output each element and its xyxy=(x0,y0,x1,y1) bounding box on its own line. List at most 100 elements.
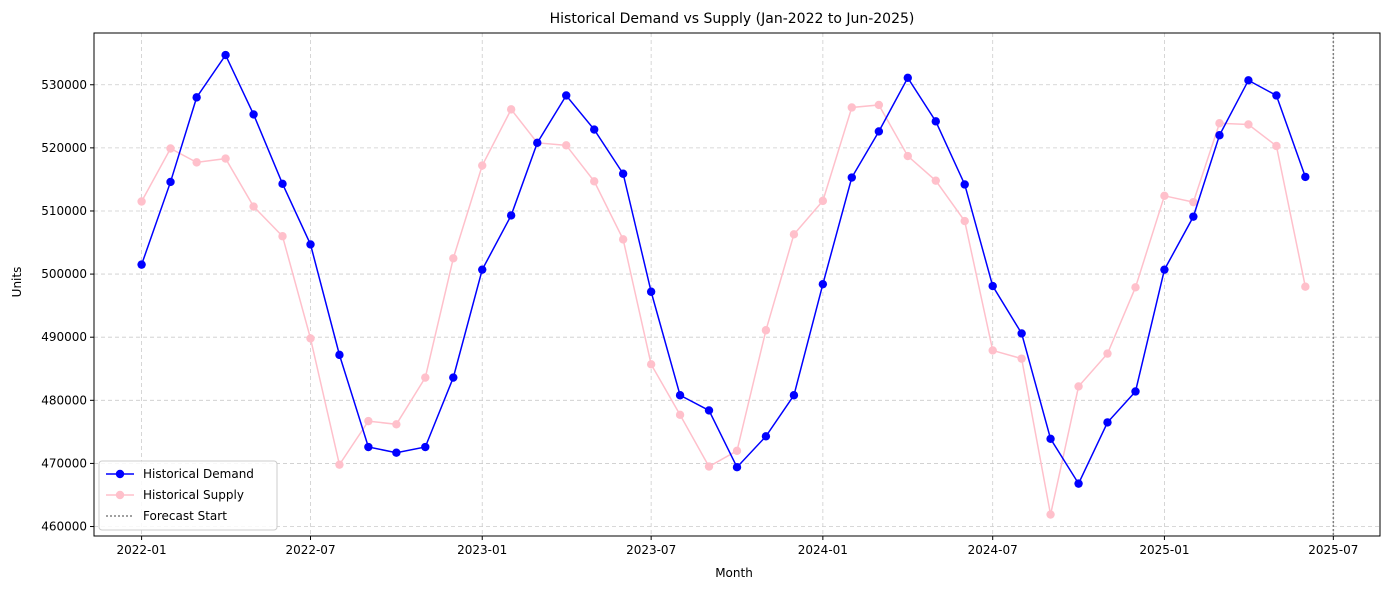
historical-supply-point xyxy=(166,144,175,153)
historical-demand-point xyxy=(166,177,175,187)
historical-supply-point xyxy=(960,216,969,226)
historical-supply-point xyxy=(506,105,516,114)
historical-demand-point xyxy=(335,350,344,360)
x-tick-label-5: 2024-07 xyxy=(968,543,1018,557)
y-axis: 460000 470000 480000 490000 500000 510000 5200… xyxy=(41,78,94,534)
historical-supply-point xyxy=(1046,510,1055,519)
historical-demand-point xyxy=(874,127,884,136)
historical-supply-point xyxy=(278,232,287,241)
chart-title: Historical Demand vs Supply (Jan-2022 to… xyxy=(550,11,915,27)
historical-supply-point xyxy=(1215,119,1224,128)
historical-supply-point xyxy=(192,158,201,167)
historical-demand-point xyxy=(1017,329,1026,338)
historical-supply-point xyxy=(1017,354,1026,363)
historical-demand-point xyxy=(960,180,969,189)
historical-supply-point xyxy=(1272,141,1281,151)
x-axis: 2022-01 2022-07 2023-01 2023-07 2024-01 2024-… xyxy=(117,536,1358,557)
legend-label-historical-demand: Historical Demand xyxy=(143,467,254,481)
historical-supply-point xyxy=(1074,382,1083,391)
y-tick-label-6: 520000 xyxy=(41,141,87,155)
historical-supply-point xyxy=(392,420,401,429)
historical-supply-point xyxy=(137,197,146,206)
historical-supply-point xyxy=(1131,283,1140,292)
historical-supply-point xyxy=(1103,349,1112,358)
historical-supply-point xyxy=(931,176,940,185)
historical-supply-point xyxy=(1189,197,1198,207)
historical-demand-point xyxy=(306,240,315,249)
historical-supply-point xyxy=(618,235,628,244)
historical-supply-point xyxy=(221,154,230,163)
historical-demand-point xyxy=(562,91,571,100)
x-tick-label-4: 2024-01 xyxy=(798,543,848,557)
y-tick-label-4: 500000 xyxy=(41,267,87,281)
historical-demand-point xyxy=(1046,434,1055,444)
historical-supply-point xyxy=(704,462,714,471)
historical-supply-point xyxy=(590,177,599,186)
legend-label-historical-supply: Historical Supply xyxy=(143,488,244,502)
legend-label-forecast-start: Forecast Start xyxy=(143,509,227,523)
historical-supply-point xyxy=(364,416,373,426)
historical-demand-point xyxy=(278,179,287,189)
historical-demand-point xyxy=(533,138,542,148)
historical-supply-point xyxy=(478,161,487,170)
historical-demand-point xyxy=(1103,418,1112,427)
legend: Historical Demand Historical Supply Foreca… xyxy=(98,460,278,531)
historical-demand-point xyxy=(789,391,799,400)
y-tick-label-5: 510000 xyxy=(41,204,87,218)
historical-demand-point xyxy=(818,279,828,289)
historical-demand-point xyxy=(931,117,940,126)
x-tick-label-3: 2023-07 xyxy=(626,543,676,557)
historical-demand-point xyxy=(137,260,146,269)
historical-supply-point xyxy=(1160,191,1169,201)
historical-demand-point xyxy=(192,93,201,102)
historical-supply-point xyxy=(789,230,799,239)
y-tick-label-0: 460000 xyxy=(41,520,87,534)
historical-demand-point xyxy=(1272,91,1281,100)
y-tick-label-3: 490000 xyxy=(41,330,87,344)
historical-demand-point xyxy=(478,265,487,274)
historical-demand-point xyxy=(221,50,230,60)
historical-demand-point xyxy=(1189,212,1198,221)
series-historical-demand xyxy=(137,50,1310,488)
y-tick-label-7: 530000 xyxy=(41,78,87,92)
historical-supply-point xyxy=(818,196,828,206)
historical-supply-point xyxy=(903,151,912,161)
historical-demand-point xyxy=(1215,131,1224,140)
historical-supply-point xyxy=(421,373,430,382)
historical-demand-point xyxy=(732,463,742,472)
historical-demand-point xyxy=(1131,387,1140,396)
historical-supply-point xyxy=(761,326,771,335)
legend-marker-historical-supply xyxy=(115,490,125,500)
y-tick-label-1: 470000 xyxy=(41,456,87,470)
historical-demand-point xyxy=(449,373,458,382)
series-layer xyxy=(137,50,1310,519)
historical-demand-point xyxy=(1244,76,1253,85)
x-tick-label-2: 2023-01 xyxy=(457,543,507,557)
historical-demand-point xyxy=(988,281,997,291)
historical-supply-point xyxy=(249,202,258,211)
historical-demand-point xyxy=(1160,265,1169,274)
historical-supply-point xyxy=(306,334,315,343)
historical-demand-point xyxy=(364,442,373,452)
historical-demand-point xyxy=(618,169,628,178)
legend-box xyxy=(98,460,278,531)
historical-demand-point xyxy=(506,211,516,220)
grid xyxy=(94,33,1380,536)
legend-marker-historical-demand xyxy=(115,469,125,479)
historical-demand-point xyxy=(421,442,430,452)
historical-supply-point xyxy=(646,360,656,369)
historical-demand-point xyxy=(392,448,401,457)
x-axis-title: Month xyxy=(715,566,753,580)
historical-demand-point xyxy=(646,287,656,296)
historical-supply-point xyxy=(449,254,458,263)
historical-supply-point xyxy=(988,346,997,355)
historical-supply-point xyxy=(335,460,344,469)
historical-supply-line xyxy=(140,104,1307,515)
y-axis-title: Units xyxy=(10,267,24,298)
x-tick-label-1: 2022-07 xyxy=(285,543,335,557)
historical-demand-point xyxy=(590,125,599,134)
historical-demand-point xyxy=(675,391,685,400)
historical-supply-point xyxy=(847,103,856,112)
historical-supply-point xyxy=(732,446,742,455)
